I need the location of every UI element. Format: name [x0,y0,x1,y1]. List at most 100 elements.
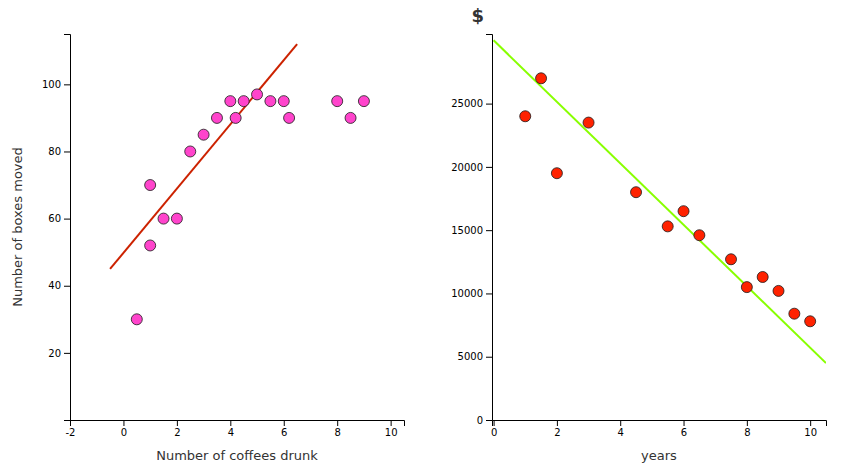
scatter-point [551,168,562,179]
x-axis-tick: -2 [66,420,76,438]
scatter-point [662,221,673,232]
scatter-point [198,129,209,140]
scatter-point [238,96,249,107]
y-axis-tick-label: 80 [48,146,61,157]
x-axis-title: years [641,448,677,463]
scatter-point [158,213,169,224]
scatter-point [284,112,295,123]
x-axis-tick-mark [177,420,178,426]
x-axis-tick: 4 [228,420,234,438]
x-axis-tick-mark [557,420,558,426]
scatter-point [278,96,289,107]
scatter-point [694,230,705,241]
x-axis-tick-mark [230,420,231,426]
scatter-point [678,206,689,217]
y-axis-tick-label: 0 [477,415,483,426]
y-axis-line [486,35,493,421]
x-axis-tick: 6 [681,420,687,438]
y-axis-tick-label: 25000 [451,98,483,109]
fit-line [110,44,297,269]
scatter-point [757,271,768,282]
x-axis-tick-label: 4 [228,427,234,438]
y-axis-tick-label: 60 [48,213,61,224]
y-axis-tick: 5000 [458,351,492,362]
y-axis-tick: 40 [48,280,70,291]
scatter-point [773,285,784,296]
y-axis-tick-label: 10000 [451,288,483,299]
scatter-point [225,96,236,107]
y-axis-tick: 100 [42,79,70,90]
x-axis-tick-mark [391,420,392,426]
y-axis-tick: 15000 [451,225,492,236]
scatter-point [145,240,156,251]
x-axis-tick: 2 [554,420,560,438]
x-axis-tick-label: 6 [681,427,687,438]
fit-line [494,40,826,363]
x-axis-tick-mark [123,420,124,426]
scatter-point [171,213,182,224]
x-axis-tick: 10 [804,420,817,438]
x-axis-tick-label: 10 [804,427,817,438]
y-axis-tick-mark [64,84,70,85]
y-axis: 0 5000 10000 15000 20000 25000 [451,35,492,426]
scatter-point [520,111,531,122]
x-axis-tick-label: 10 [385,427,398,438]
x-axis-line [71,421,405,427]
x-axis-tick: 10 [385,420,398,438]
scatter-point [741,282,752,293]
x-axis-tick: 6 [281,420,287,438]
x-axis: -2 0 2 4 6 8 10 [66,420,405,438]
x-axis-tick-mark [284,420,285,426]
y-axis-tick-label: 20 [48,348,61,359]
y-axis-tick-mark [486,293,492,294]
y-axis-tick: 25000 [451,98,492,109]
x-axis-tick-label: 2 [554,427,560,438]
y-axis-title: Number of boxes moved [10,147,25,307]
x-axis-tick-label: 6 [281,427,287,438]
x-axis-tick: 2 [174,420,180,438]
y-axis: 20 40 60 80 100 [42,35,71,421]
x-axis-tick: 0 [491,420,497,438]
y-axis-tick: 60 [48,213,70,224]
x-axis-tick-label: 8 [335,427,341,438]
y-axis-tick-mark [486,357,492,358]
x-axis-tick-label: 0 [121,427,127,438]
x-axis-tick-label: 0 [491,427,497,438]
panel: 02468100500010000150002000025000years$ [451,5,826,463]
scatter-point [185,146,196,157]
y-axis-tick: 20000 [451,162,492,173]
x-axis-tick-label: 8 [744,427,750,438]
y-axis-tick: 20 [48,348,70,359]
y-axis-tick-label: 5000 [458,351,483,362]
x-axis-tick-label: 2 [174,427,180,438]
scatter-point [332,96,343,107]
scatter-point [805,316,816,327]
scatter-point [131,314,142,325]
y-axis-tick-label: 40 [48,280,61,291]
y-axis-tick-label: 20000 [451,162,483,173]
scatter-point [230,112,241,123]
scatter-point [358,96,369,107]
x-axis-tick-label: -2 [66,427,76,438]
scatter-point [583,117,594,128]
y-axis-tick-mark [64,353,70,354]
scatter-point [265,96,276,107]
scatter-point [631,187,642,198]
y-axis-line [64,35,71,421]
scatter-point [252,89,263,100]
scatter-point [536,73,547,84]
y-axis-tick-label: 15000 [451,225,483,236]
y-axis-tick-mark [64,151,70,152]
x-axis-title: Number of coffees drunk [156,448,318,463]
x-axis-tick-mark [494,420,495,426]
y-axis-tick: 80 [48,146,70,157]
x-axis-tick: 8 [335,420,341,438]
x-axis-tick-mark [747,420,748,426]
scatter-point [789,308,800,319]
plot-area [110,44,369,325]
y-axis-tick-label: 100 [42,79,61,90]
scatter-point [145,180,156,191]
x-axis-tick-mark [810,420,811,426]
scatter-point [345,112,356,123]
y-axis-tick: 0 [477,415,492,426]
